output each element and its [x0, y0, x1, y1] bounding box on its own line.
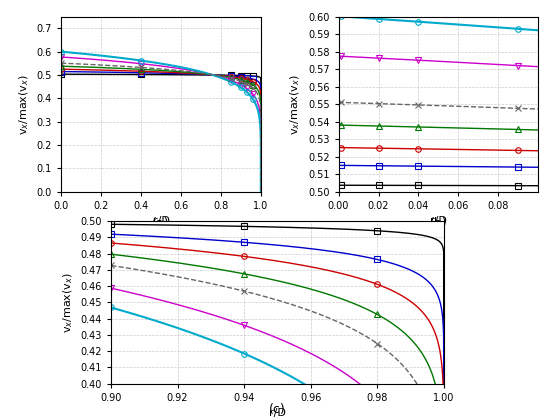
Y-axis label: v$_x$/max(v$_x$): v$_x$/max(v$_x$)	[289, 74, 302, 135]
X-axis label: r/D: r/D	[153, 216, 169, 226]
X-axis label: r/D: r/D	[269, 408, 286, 417]
Y-axis label: v$_x$/max(v$_x$): v$_x$/max(v$_x$)	[18, 74, 31, 135]
Text: (c): (c)	[269, 403, 286, 416]
Y-axis label: v$_x$/max(v$_x$): v$_x$/max(v$_x$)	[61, 272, 75, 333]
Text: (b): (b)	[430, 217, 447, 230]
X-axis label: r/D: r/D	[430, 216, 447, 226]
Text: (a): (a)	[152, 217, 170, 230]
